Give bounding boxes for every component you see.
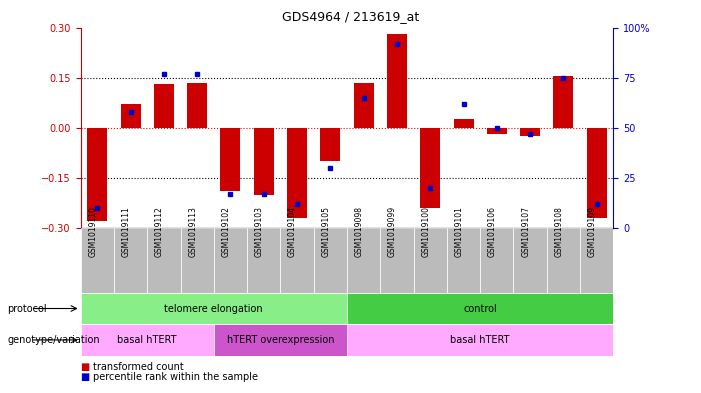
Text: protocol: protocol <box>7 303 47 314</box>
Text: GSM1019112: GSM1019112 <box>155 206 164 257</box>
Bar <box>387 34 407 128</box>
Text: basal hTERT: basal hTERT <box>118 335 177 345</box>
Bar <box>81 293 347 324</box>
Text: GSM1019104: GSM1019104 <box>288 206 297 257</box>
Bar <box>486 128 507 134</box>
Text: telomere elongation: telomere elongation <box>165 303 263 314</box>
Text: GSM1019098: GSM1019098 <box>355 206 364 257</box>
Bar <box>587 128 606 218</box>
Text: GSM1019111: GSM1019111 <box>121 206 130 257</box>
Text: transformed count: transformed count <box>93 362 184 373</box>
Bar <box>154 84 174 128</box>
Bar <box>554 76 573 128</box>
Bar <box>254 128 273 195</box>
Text: GSM1019100: GSM1019100 <box>421 206 430 257</box>
Bar <box>214 228 247 293</box>
Text: basal hTERT: basal hTERT <box>451 335 510 345</box>
Bar <box>88 128 107 221</box>
Text: percentile rank within the sample: percentile rank within the sample <box>93 372 258 382</box>
Text: GSM1019113: GSM1019113 <box>188 206 197 257</box>
Bar <box>314 228 347 293</box>
Bar <box>287 128 307 218</box>
Bar <box>547 228 580 293</box>
Text: GSM1019102: GSM1019102 <box>222 206 231 257</box>
Text: GSM1019103: GSM1019103 <box>254 206 264 257</box>
Bar <box>121 104 141 128</box>
Bar <box>347 228 381 293</box>
Bar <box>247 228 280 293</box>
Bar <box>81 228 114 293</box>
Text: GSM1019101: GSM1019101 <box>454 206 463 257</box>
Text: genotype/variation: genotype/variation <box>7 335 100 345</box>
Text: GSM1019105: GSM1019105 <box>321 206 330 257</box>
Text: GSM1019107: GSM1019107 <box>521 206 530 257</box>
Bar <box>381 228 414 293</box>
Bar <box>447 228 480 293</box>
Bar <box>187 83 207 128</box>
Bar <box>580 228 613 293</box>
Bar <box>81 324 214 356</box>
Bar <box>520 128 540 136</box>
Text: GSM1019108: GSM1019108 <box>554 206 564 257</box>
Text: GSM1019099: GSM1019099 <box>388 206 397 257</box>
Text: ■: ■ <box>81 372 90 382</box>
Bar <box>181 228 214 293</box>
Bar <box>421 128 440 208</box>
Text: control: control <box>463 303 497 314</box>
Bar <box>414 228 447 293</box>
Bar <box>454 119 474 128</box>
Text: ■: ■ <box>81 362 90 373</box>
Bar <box>280 228 314 293</box>
Bar <box>347 293 613 324</box>
Text: hTERT overexpression: hTERT overexpression <box>226 335 334 345</box>
Bar <box>480 228 513 293</box>
Text: GSM1019106: GSM1019106 <box>488 206 497 257</box>
Text: GSM1019109: GSM1019109 <box>587 206 597 257</box>
Bar <box>221 128 240 191</box>
Bar <box>214 324 347 356</box>
Bar <box>147 228 181 293</box>
Bar <box>320 128 341 161</box>
Bar <box>347 324 613 356</box>
Bar <box>114 228 147 293</box>
Bar <box>514 228 547 293</box>
Text: GDS4964 / 213619_at: GDS4964 / 213619_at <box>282 10 419 23</box>
Text: GSM1019110: GSM1019110 <box>88 206 97 257</box>
Bar <box>354 83 374 128</box>
